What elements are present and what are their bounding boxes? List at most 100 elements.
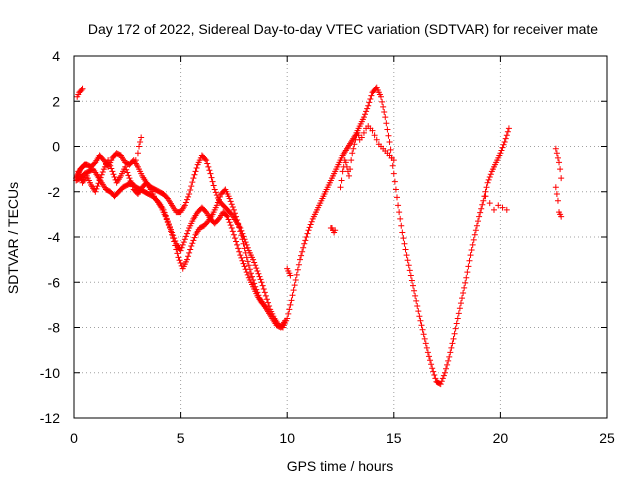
data-point <box>164 218 171 225</box>
data-point <box>244 271 251 278</box>
data-point <box>471 231 478 238</box>
data-point <box>175 254 182 261</box>
data-point <box>75 168 82 175</box>
data-point <box>453 320 460 327</box>
data-point <box>306 224 313 231</box>
y-tick-label: 4 <box>52 48 60 64</box>
data-point <box>236 248 243 255</box>
data-point <box>500 141 507 148</box>
data-point <box>260 286 267 293</box>
data-point <box>138 134 145 141</box>
data-point <box>234 217 241 224</box>
data-point <box>182 199 189 206</box>
data-point <box>122 163 129 170</box>
data-point <box>460 289 467 296</box>
data-point <box>227 198 234 205</box>
data-point <box>479 201 486 208</box>
data-point <box>368 92 375 99</box>
data-point <box>209 178 216 185</box>
data-point <box>240 240 247 247</box>
data-point <box>384 126 391 133</box>
data-point <box>486 200 493 207</box>
data-point <box>240 260 247 267</box>
data-point <box>127 178 134 185</box>
data-point <box>501 138 508 145</box>
data-point <box>241 245 248 252</box>
data-point <box>107 162 114 169</box>
data-point <box>428 361 435 368</box>
data-point <box>363 108 370 115</box>
data-point <box>443 365 450 372</box>
data-point <box>111 174 118 181</box>
data-point <box>212 189 219 196</box>
data-point <box>253 265 260 272</box>
data-point <box>247 270 254 277</box>
data-point <box>397 215 404 222</box>
data-point <box>172 237 179 244</box>
data-point <box>437 381 444 388</box>
y-tick-label: -2 <box>48 184 61 200</box>
data-points <box>73 84 565 388</box>
data-point <box>239 257 246 264</box>
data-point <box>237 252 244 259</box>
data-point <box>468 247 475 254</box>
data-point <box>245 262 252 269</box>
data-point <box>425 353 432 360</box>
data-point <box>263 296 270 303</box>
data-point <box>233 213 240 220</box>
data-point <box>409 282 416 289</box>
data-point <box>171 235 178 242</box>
data-point <box>225 216 232 223</box>
data-point <box>165 220 172 227</box>
data-point <box>259 282 266 289</box>
data-point <box>459 295 466 302</box>
data-point <box>553 191 560 198</box>
data-point <box>180 239 187 246</box>
data-point <box>185 193 192 200</box>
data-point <box>126 175 133 182</box>
data-point <box>552 145 559 152</box>
data-point <box>189 240 196 247</box>
data-point <box>350 145 357 152</box>
x-tick-label: 0 <box>70 430 78 446</box>
data-point <box>92 188 99 195</box>
data-point <box>339 168 346 175</box>
y-axis-label: SDTVAR / TECUs <box>5 182 21 294</box>
data-point <box>343 163 350 170</box>
data-point <box>190 175 197 182</box>
data-point <box>386 138 393 145</box>
data-point <box>470 236 477 243</box>
chart-title: Day 172 of 2022, Sidereal Day-to-day VTE… <box>88 21 598 37</box>
data-point <box>423 344 430 351</box>
data-point <box>239 236 246 243</box>
data-point <box>105 157 112 164</box>
data-point <box>95 180 102 187</box>
data-point <box>254 267 261 274</box>
data-point <box>226 219 233 226</box>
data-point <box>234 241 241 248</box>
data-point <box>305 227 312 234</box>
data-point <box>378 93 385 100</box>
data-point <box>166 223 173 230</box>
data-point <box>170 232 177 239</box>
data-point <box>106 159 113 166</box>
data-point <box>244 258 251 265</box>
data-point <box>439 375 446 382</box>
data-point <box>360 114 367 121</box>
data-point <box>475 218 482 225</box>
data-point <box>465 263 472 270</box>
data-point <box>308 218 315 225</box>
data-point <box>411 287 418 294</box>
data-point <box>211 186 218 193</box>
data-point <box>226 195 233 202</box>
data-point <box>483 184 490 191</box>
data-point <box>457 300 464 307</box>
data-point <box>369 127 376 134</box>
data-point <box>466 257 473 264</box>
data-point <box>99 168 106 175</box>
data-point <box>503 132 510 139</box>
data-point <box>238 232 245 239</box>
data-point <box>358 134 365 141</box>
data-point <box>404 257 411 264</box>
data-point <box>383 120 390 127</box>
